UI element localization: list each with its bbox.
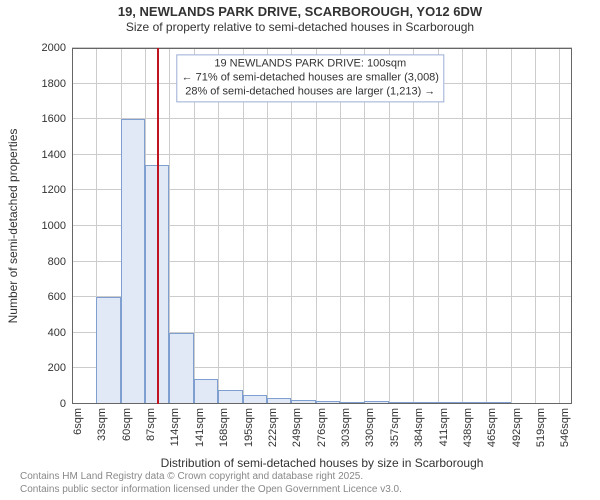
x-tick-label: 357sqm (389, 408, 401, 447)
histogram-bar (218, 390, 242, 404)
grid-line (559, 48, 560, 404)
x-tick-label: 492sqm (511, 408, 523, 447)
grid-line (72, 47, 572, 48)
x-tick-label: 141sqm (194, 408, 206, 447)
y-tick-label: 600 (48, 291, 72, 303)
y-tick-label: 0 (60, 398, 72, 410)
histogram-bar (96, 297, 120, 404)
histogram-bar (267, 398, 291, 404)
x-tick-label: 411sqm (438, 408, 450, 446)
x-tick-label: 249sqm (291, 408, 303, 447)
histogram-bar (169, 333, 193, 404)
y-tick-label: 2000 (42, 42, 72, 54)
histogram-bar (243, 395, 267, 404)
annotation-box: 19 NEWLANDS PARK DRIVE: 100sqm← 71% of s… (177, 55, 444, 102)
y-tick-label: 1600 (42, 113, 72, 125)
y-tick-label: 1800 (42, 78, 72, 90)
y-tick-label: 400 (48, 327, 72, 339)
footer-line: Contains HM Land Registry data © Crown c… (20, 471, 402, 484)
y-tick-label: 1000 (42, 220, 72, 232)
x-tick-label: 438sqm (462, 408, 474, 447)
x-tick-label: 114sqm (169, 408, 181, 446)
y-tick-label: 200 (48, 362, 72, 374)
figure: 19, NEWLANDS PARK DRIVE, SCARBOROUGH, YO… (0, 0, 600, 500)
x-tick-label: 330sqm (364, 408, 376, 447)
x-tick-label: 195sqm (243, 408, 255, 447)
histogram-bar (486, 402, 510, 404)
histogram-bar (291, 400, 315, 404)
x-tick-label: 519sqm (535, 408, 547, 447)
x-tick-label: 168sqm (218, 408, 230, 447)
footer-line: Contains public sector information licen… (20, 484, 402, 497)
annotation-line: ← 71% of semi-detached houses are smalle… (182, 71, 439, 85)
annotation-line: 28% of semi-detached houses are larger (… (182, 85, 439, 99)
grid-line (72, 154, 572, 155)
grid-line (511, 48, 512, 404)
x-tick-label: 276sqm (316, 408, 328, 447)
chart-title: 19, NEWLANDS PARK DRIVE, SCARBOROUGH, YO… (0, 0, 600, 20)
histogram-bar (413, 402, 437, 404)
annotation-line: 19 NEWLANDS PARK DRIVE: 100sqm (182, 58, 439, 72)
grid-line (72, 118, 572, 119)
histogram-bar (389, 402, 413, 404)
y-tick-label: 800 (48, 256, 72, 268)
histogram-bar (364, 401, 388, 404)
x-axis-label: Distribution of semi-detached houses by … (161, 456, 484, 470)
histogram-bar (438, 402, 462, 404)
plot-area: 02004006008001000120014001600180020006sq… (72, 48, 572, 404)
histogram-bar (121, 119, 145, 404)
subject-marker-line (157, 48, 159, 404)
chart-subtitle: Size of property relative to semi-detach… (0, 20, 600, 40)
histogram-bar (340, 402, 364, 404)
grid-line (462, 48, 463, 404)
x-tick-label: 303sqm (340, 408, 352, 447)
x-tick-label: 465sqm (486, 408, 498, 447)
grid-line (72, 48, 73, 404)
x-tick-label: 87sqm (145, 408, 157, 441)
x-tick-label: 222sqm (267, 408, 279, 447)
grid-line (486, 48, 487, 404)
grid-line (535, 48, 536, 404)
histogram-bar (316, 401, 340, 404)
footer-attribution: Contains HM Land Registry data © Crown c… (0, 471, 402, 496)
y-tick-label: 1200 (42, 184, 72, 196)
x-tick-label: 546sqm (559, 408, 571, 447)
x-tick-label: 33sqm (96, 408, 108, 441)
x-tick-label: 6sqm (72, 408, 84, 435)
histogram-bar (194, 379, 218, 404)
x-tick-label: 60sqm (121, 408, 133, 441)
y-tick-label: 1400 (42, 149, 72, 161)
y-axis-label: Number of semi-detached properties (6, 129, 20, 324)
x-tick-label: 384sqm (413, 408, 425, 447)
histogram-bar (462, 402, 486, 404)
